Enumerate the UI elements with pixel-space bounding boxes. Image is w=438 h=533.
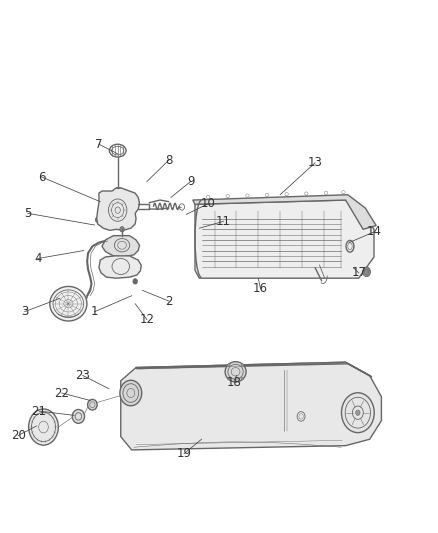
Polygon shape — [193, 195, 376, 229]
Text: 9: 9 — [187, 175, 194, 188]
Ellipse shape — [120, 227, 124, 232]
Ellipse shape — [227, 364, 230, 366]
Text: 3: 3 — [21, 305, 28, 318]
Ellipse shape — [356, 410, 360, 415]
Ellipse shape — [50, 286, 87, 321]
Polygon shape — [136, 362, 372, 377]
Text: 2: 2 — [165, 295, 173, 308]
Text: 23: 23 — [75, 369, 90, 382]
Polygon shape — [99, 256, 141, 278]
Text: 20: 20 — [11, 429, 25, 442]
Ellipse shape — [363, 267, 371, 277]
Ellipse shape — [88, 399, 97, 410]
Text: 17: 17 — [351, 266, 366, 279]
Polygon shape — [97, 188, 140, 230]
Text: 10: 10 — [201, 197, 215, 211]
Ellipse shape — [133, 279, 138, 284]
Ellipse shape — [28, 409, 58, 445]
Ellipse shape — [95, 217, 100, 222]
Text: 7: 7 — [95, 138, 102, 151]
Text: 22: 22 — [54, 386, 69, 400]
Text: 14: 14 — [367, 225, 381, 238]
Text: 1: 1 — [91, 305, 98, 318]
Text: 13: 13 — [307, 156, 322, 169]
Text: 19: 19 — [177, 447, 191, 460]
Text: 6: 6 — [39, 171, 46, 184]
Ellipse shape — [225, 362, 246, 382]
Text: 12: 12 — [139, 313, 155, 326]
Text: 11: 11 — [216, 215, 231, 228]
Text: 16: 16 — [253, 282, 268, 295]
Ellipse shape — [241, 377, 244, 380]
Ellipse shape — [241, 364, 244, 366]
Polygon shape — [121, 362, 381, 450]
Polygon shape — [195, 200, 374, 278]
Text: 5: 5 — [24, 207, 32, 220]
Text: 8: 8 — [165, 154, 173, 167]
Ellipse shape — [342, 393, 374, 433]
Text: 4: 4 — [34, 252, 42, 265]
Ellipse shape — [72, 409, 85, 423]
Polygon shape — [102, 236, 140, 257]
Text: 21: 21 — [32, 405, 46, 417]
Ellipse shape — [227, 377, 230, 380]
Text: 18: 18 — [227, 376, 242, 389]
Ellipse shape — [120, 380, 142, 406]
